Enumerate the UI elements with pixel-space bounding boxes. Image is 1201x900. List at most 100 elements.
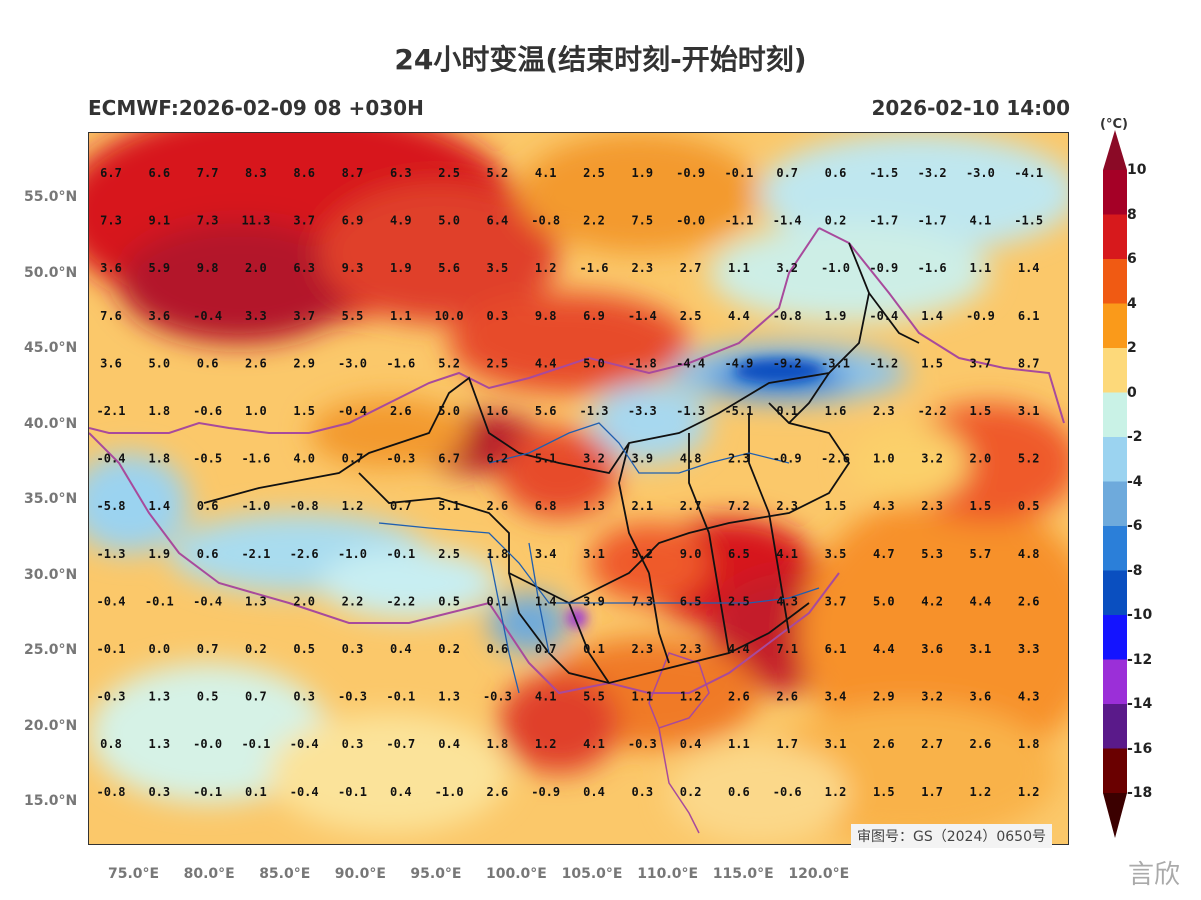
grid-value: 5.0 [438, 214, 460, 228]
grid-value: 2.5 [438, 547, 460, 561]
grid-value: 2.3 [776, 499, 798, 513]
grid-value: 1.7 [921, 785, 943, 799]
grid-value: -0.1 [338, 785, 367, 799]
colorbar-level-label: -10 [1127, 607, 1153, 623]
colorbar-segment [1103, 259, 1127, 304]
grid-value: 2.5 [680, 309, 702, 323]
grid-value: 3.6 [970, 690, 992, 704]
colorbar-level-label: 8 [1127, 206, 1137, 223]
grid-value: 3.2 [776, 261, 798, 275]
grid-value: -1.1 [724, 214, 753, 228]
grid-value: -5.1 [724, 404, 753, 418]
province-boundary [203, 242, 920, 684]
grid-value: 7.3 [631, 594, 653, 608]
grid-value: 6.5 [728, 547, 750, 561]
grid-value: 2.7 [680, 261, 702, 275]
grid-value: -0.4 [869, 309, 898, 323]
grid-value: -2.6 [290, 547, 319, 561]
grid-value: 5.0 [583, 356, 605, 370]
grid-value: -0.8 [531, 214, 560, 228]
grid-value: 1.3 [438, 690, 460, 704]
colorbar-level-label: -12 [1127, 651, 1153, 668]
grid-value: -0.5 [193, 452, 222, 466]
latitude-tick-label: 30.0°N [24, 566, 78, 583]
colorbar-segment [1103, 481, 1127, 527]
grid-value: 2.6 [728, 690, 750, 704]
grid-value: 3.6 [921, 642, 943, 656]
grid-value: 3.6 [100, 261, 122, 275]
grid-value: 9.8 [197, 261, 219, 275]
grid-value: 5.0 [148, 356, 170, 370]
grid-value: 1.4 [921, 309, 943, 323]
grid-value: 0.7 [197, 642, 219, 656]
grid-value: 5.2 [1018, 452, 1040, 466]
grid-value: 2.3 [873, 404, 895, 418]
grid-value: 9.3 [342, 261, 364, 275]
grid-value: 1.5 [293, 404, 315, 418]
grid-value: 4.1 [583, 737, 605, 751]
grid-value: -0.3 [386, 452, 415, 466]
watermark: 言欣 [1128, 860, 1181, 890]
grid-value: 3.1 [825, 737, 847, 751]
grid-value: 0.4 [390, 785, 412, 799]
grid-value: -0.1 [241, 737, 270, 751]
colorbar-segment [1103, 526, 1127, 571]
grid-value: 1.1 [728, 261, 750, 275]
grid-value: 1.6 [487, 404, 509, 418]
grid-value: -1.3 [580, 404, 609, 418]
colorbar-segment [1103, 303, 1127, 349]
grid-value: -1.5 [1014, 214, 1043, 228]
colorbar-level-label: 4 [1127, 295, 1137, 312]
grid-value: 0.3 [487, 309, 509, 323]
grid-value: -1.6 [580, 261, 609, 275]
colorbar-level-label: -8 [1127, 562, 1143, 579]
grid-value: 0.6 [197, 356, 219, 370]
grid-value: -1.7 [918, 214, 947, 228]
longitude-tick-label: 115.0°E [712, 866, 774, 882]
grid-value: 5.2 [487, 166, 509, 180]
colorbar-max-arrow [1103, 130, 1127, 170]
grid-value: 3.9 [631, 452, 653, 466]
grid-value: 1.2 [970, 785, 992, 799]
grid-value: 3.5 [825, 547, 847, 561]
grid-value: 3.1 [583, 547, 605, 561]
grid-value: 3.9 [583, 594, 605, 608]
grid-value: 1.8 [148, 452, 170, 466]
grid-value: 0.1 [245, 785, 267, 799]
grid-value: 5.3 [921, 547, 943, 561]
grid-value: 4.3 [873, 499, 895, 513]
colorbar-level-label: -14 [1127, 696, 1153, 712]
grid-value: 0.4 [438, 737, 460, 751]
grid-value: -0.4 [290, 785, 319, 799]
grid-value: 0.2 [680, 785, 702, 799]
grid-value: 1.9 [148, 547, 170, 561]
grid-value: -2.2 [918, 404, 947, 418]
colorbar-segment [1103, 659, 1127, 705]
colorbar-level-label: 0 [1127, 384, 1137, 401]
grid-value: 3.7 [825, 594, 847, 608]
grid-value: 4.4 [535, 356, 557, 370]
grid-value: 6.1 [1018, 309, 1040, 323]
grid-value: -0.8 [773, 309, 802, 323]
grid-value: 2.0 [970, 452, 992, 466]
grid-value: 1.0 [245, 404, 267, 418]
colorbar-segment [1103, 437, 1127, 482]
colorbar-segment [1103, 570, 1127, 616]
grid-value: 0.8 [100, 737, 122, 751]
grid-value: -2.6 [821, 452, 850, 466]
grid-value: 5.0 [873, 594, 895, 608]
map-approval-number: 审图号：GS（2024）0650号 [851, 824, 1052, 848]
value-grid: 6.7 6.6 7.7 8.3 8.6 8.7 6.3 2.5 5.2 4.1 2.5 1.9 -0.9… [97, 166, 1044, 799]
grid-value: 2.6 [1018, 594, 1040, 608]
longitude-tick-label: 85.0°E [259, 866, 311, 882]
grid-value: 5.1 [535, 452, 557, 466]
grid-value: 1.5 [970, 499, 992, 513]
grid-value: 2.0 [293, 594, 315, 608]
grid-value: 2.6 [487, 499, 509, 513]
grid-value: -0.6 [193, 404, 222, 418]
grid-value: -1.6 [918, 261, 947, 275]
grid-value: -9.2 [773, 356, 802, 370]
grid-value: -0.4 [97, 594, 126, 608]
grid-value: 6.1 [825, 642, 847, 656]
grid-value: -1.6 [241, 452, 270, 466]
